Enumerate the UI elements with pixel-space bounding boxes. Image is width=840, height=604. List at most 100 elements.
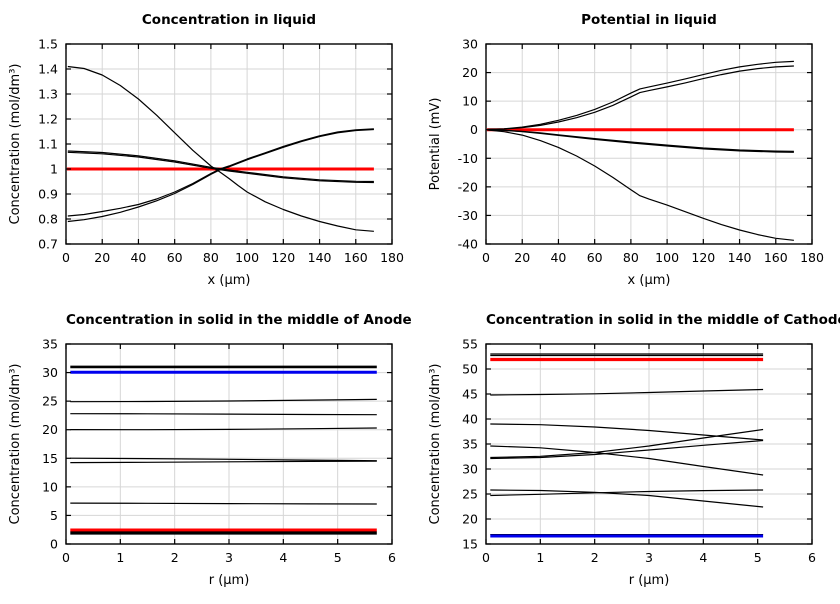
x-tick-label: 100 <box>235 250 259 265</box>
y-tick-label: 55 <box>462 337 478 352</box>
x-tick-label: 100 <box>655 250 679 265</box>
y-tick-label: 1.1 <box>38 137 58 152</box>
series-curve-14-lower <box>70 460 377 464</box>
series-curve-34-descending <box>490 445 764 476</box>
x-tick-label: 1 <box>536 550 544 565</box>
series-curve-ascending-upper <box>487 60 794 130</box>
x-tick-label: 6 <box>388 550 396 565</box>
y-tick-label: 45 <box>462 387 478 402</box>
chart-svg: 0 20 40 60 80 100 120 140 160 180 -40 -30 -20 -10 0 10 2… <box>428 37 824 289</box>
x-tick-label: 120 <box>271 250 295 265</box>
y-tick-label: 5 <box>50 508 58 523</box>
y-tick-label: 25 <box>462 487 478 502</box>
y-tick-label: 20 <box>462 65 478 80</box>
y-tick-label: 35 <box>42 337 58 352</box>
plot-title-concentration-in-liquid: Concentration in liquid <box>141 12 317 28</box>
y-axis-label: Concentration (mol/dm³) <box>428 364 443 525</box>
panel-concentration-solid-anode: 0 1 2 3 4 5 6 0 5 10 15 20 25 30 35 r (μm) Concentration… <box>0 300 420 600</box>
plot-title-concentration-solid-cathode: Concentration in solid in the middle of … <box>486 312 840 328</box>
series-curve-22-8 <box>70 413 377 416</box>
y-tick-label: 0.9 <box>38 187 58 202</box>
x-tick-label: 60 <box>167 250 183 265</box>
x-tick-label: 3 <box>225 550 233 565</box>
panel-concentration-in-liquid: 0 20 40 60 80 100 120 140 160 180 0.7 0.8 0.9 1 1.1 1.2… <box>0 0 420 300</box>
series-curve-ascending-1 <box>67 128 374 217</box>
x-tick-label: 80 <box>203 250 219 265</box>
x-axis-label: x (μm) <box>208 273 251 288</box>
x-axis-label: r (μm) <box>209 573 250 588</box>
x-axis-label: r (μm) <box>629 573 670 588</box>
plot-title-concentration-solid-anode: Concentration in solid in the middle of … <box>66 312 412 328</box>
x-tick-label: 80 <box>623 250 639 265</box>
y-tick-label: 40 <box>462 412 478 427</box>
panel-concentration-solid-cathode: 0 1 2 3 4 5 6 15 20 25 30 35 40 45 50 55 r (μm) Concentra… <box>420 300 840 600</box>
y-tick-label: 20 <box>42 422 58 437</box>
chart-canvas-concentration-in-liquid: 0 20 40 60 80 100 120 140 160 180 0.7 0.8 0.9 1 1.1 1.2… <box>0 0 420 300</box>
y-tick-label: 1.2 <box>38 112 58 127</box>
series-curve-20 <box>70 427 377 431</box>
x-tick-label: 40 <box>130 250 146 265</box>
x-axis-label: x (μm) <box>628 273 671 288</box>
chart-svg: 0 1 2 3 4 5 6 0 5 10 15 20 25 30 35 r (μm) Concentration… <box>8 337 396 589</box>
plot-frame <box>485 43 813 245</box>
series-curve-15-upper <box>70 457 377 462</box>
series-curve-ascending-lower <box>487 65 794 130</box>
y-tick-label: 0 <box>470 122 478 137</box>
y-tick-label: 25 <box>42 394 58 409</box>
series-curve-45 <box>490 388 764 396</box>
x-tick-label: 160 <box>344 250 368 265</box>
x-tick-label: 6 <box>808 550 816 565</box>
y-tick-label: -40 <box>458 237 478 252</box>
y-tick-label: -20 <box>458 179 478 194</box>
x-tick-label: 20 <box>94 250 110 265</box>
y-tick-label: 30 <box>462 462 478 477</box>
chart-canvas-concentration-solid-cathode: 0 1 2 3 4 5 6 15 20 25 30 35 40 45 50 55 r (μm) Concentra… <box>420 300 840 600</box>
series-curve-39-descending <box>490 423 764 441</box>
x-tick-label: 3 <box>645 550 653 565</box>
x-tick-label: 0 <box>482 550 490 565</box>
x-tick-label: 5 <box>334 550 342 565</box>
x-tick-label: 120 <box>691 250 715 265</box>
y-tick-label: 1.3 <box>38 87 58 102</box>
x-tick-label: 140 <box>308 250 332 265</box>
plot-title-potential-in-liquid: Potential in liquid <box>581 12 717 28</box>
y-axis-label: Concentration (mol/dm³) <box>8 64 23 225</box>
series-curve-25-descending <box>490 489 764 508</box>
x-tick-label: 180 <box>380 250 404 265</box>
x-tick-label: 20 <box>514 250 530 265</box>
series-curve-7 <box>70 502 377 505</box>
chart-canvas-potential-in-liquid: 0 20 40 60 80 100 120 140 160 180 -40 -30 -20 -10 0 10 2… <box>420 0 840 300</box>
y-tick-label: 0 <box>50 537 58 552</box>
series-curve-ascending-2 <box>67 128 374 223</box>
x-tick-label: 60 <box>587 250 603 265</box>
x-tick-label: 2 <box>171 550 179 565</box>
series-curve-24-ascending <box>490 489 764 497</box>
y-tick-label: 0.8 <box>38 212 58 227</box>
x-tick-label: 40 <box>550 250 566 265</box>
y-tick-label: 15 <box>42 451 58 466</box>
x-tick-label: 0 <box>482 250 490 265</box>
y-tick-label: 10 <box>462 94 478 109</box>
x-tick-label: 1 <box>116 550 124 565</box>
series-curve-shallow-descending-2 <box>487 129 794 153</box>
x-tick-label: 0 <box>62 550 70 565</box>
y-tick-label: 10 <box>42 479 58 494</box>
panel-potential-in-liquid: 0 20 40 60 80 100 120 140 160 180 -40 -30 -20 -10 0 10 2… <box>420 0 840 300</box>
series-curve-mid-descending-1 <box>67 150 374 183</box>
y-tick-label: 1.5 <box>38 37 58 52</box>
x-tick-label: 140 <box>728 250 752 265</box>
x-tick-label: 4 <box>279 550 287 565</box>
chart-canvas-concentration-solid-anode: 0 1 2 3 4 5 6 0 5 10 15 20 25 30 35 r (μm) Concentration… <box>0 300 420 600</box>
y-tick-label: 50 <box>462 362 478 377</box>
y-tick-label: 1 <box>50 162 58 177</box>
y-tick-label: 30 <box>462 37 478 52</box>
x-tick-label: 160 <box>764 250 788 265</box>
x-tick-label: 180 <box>800 250 824 265</box>
series-curve-steep-descending <box>487 129 794 241</box>
y-axis-label: Concentration (mol/dm³) <box>8 364 23 525</box>
series-curve-steep-descending <box>67 65 374 232</box>
series-curve-32-ascending-shallow <box>490 439 764 460</box>
series-curve-25 <box>70 398 377 403</box>
y-tick-label: 20 <box>462 512 478 527</box>
